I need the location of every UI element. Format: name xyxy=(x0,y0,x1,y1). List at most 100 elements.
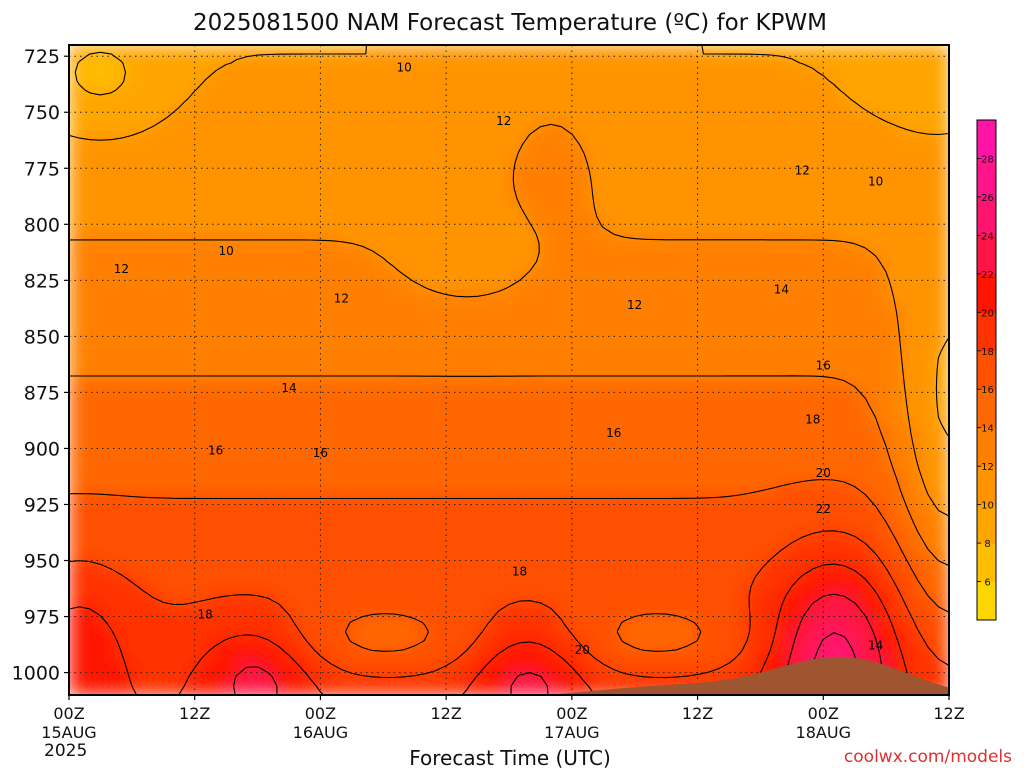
temperature-cell xyxy=(116,269,133,282)
temperature-cell xyxy=(131,515,149,528)
temperature-cell xyxy=(854,314,872,327)
temperature-cell xyxy=(383,403,400,416)
temperature-cell xyxy=(524,392,542,405)
temperature-cell xyxy=(776,101,793,114)
temperature-cell xyxy=(241,515,259,528)
temperature-cell xyxy=(320,650,338,663)
temperature-cell xyxy=(524,168,542,181)
temperature-cell xyxy=(461,549,479,562)
temperature-cell xyxy=(100,392,118,405)
temperature-cell xyxy=(163,392,180,405)
temperature-cell xyxy=(823,179,840,192)
temperature-cell xyxy=(666,213,683,226)
temperature-cell xyxy=(100,627,118,640)
temperature-cell xyxy=(367,672,385,685)
temperature-cell xyxy=(131,168,149,181)
temperature-cell xyxy=(603,45,620,58)
temperature-cell xyxy=(367,67,385,80)
temperature-cell xyxy=(807,426,825,439)
temperature-cell xyxy=(901,414,919,427)
temperature-cell xyxy=(854,302,872,315)
temperature-cell xyxy=(226,549,243,562)
temperature-cell xyxy=(493,549,510,562)
temperature-cell xyxy=(556,538,573,551)
temperature-cell xyxy=(603,157,620,170)
temperature-cell xyxy=(870,224,888,237)
temperature-cell xyxy=(131,549,149,562)
temperature-cell xyxy=(509,325,526,338)
temperature-cell xyxy=(713,594,730,607)
temperature-cell xyxy=(210,571,228,584)
temperature-cell xyxy=(839,347,856,360)
temperature-cell xyxy=(226,426,243,439)
temperature-cell xyxy=(697,526,715,540)
temperature-cell xyxy=(273,392,290,405)
temperature-cell xyxy=(163,291,180,304)
temperature-cell xyxy=(634,672,652,685)
temperature-cell xyxy=(791,314,809,327)
temperature-cell xyxy=(839,134,856,147)
temperature-cell xyxy=(69,538,86,551)
temperature-cell xyxy=(257,67,275,80)
temperature-cell xyxy=(147,269,165,282)
temperature-cell xyxy=(273,448,290,461)
temperature-cell xyxy=(116,235,133,248)
temperature-cell xyxy=(760,246,778,259)
temperature-cell xyxy=(477,549,495,562)
temperature-cell xyxy=(430,145,448,159)
temperature-cell xyxy=(776,381,793,394)
temperature-cell xyxy=(776,45,793,58)
temperature-cell xyxy=(807,246,825,259)
temperature-cell xyxy=(257,616,275,629)
temperature-cell xyxy=(461,190,479,203)
temperature-cell xyxy=(681,605,699,618)
temperature-cell xyxy=(84,302,102,315)
temperature-cell xyxy=(257,515,275,528)
y-tick-label: 825 xyxy=(24,270,60,292)
temperature-cell xyxy=(776,403,793,416)
temperature-cell xyxy=(587,56,605,69)
temperature-cell xyxy=(210,347,228,360)
temperature-cell xyxy=(179,549,196,562)
temperature-cell xyxy=(100,190,118,203)
temperature-cell xyxy=(210,257,228,271)
temperature-cell xyxy=(823,145,840,159)
temperature-cell xyxy=(587,538,605,551)
temperature-cell xyxy=(430,504,448,517)
temperature-cell xyxy=(257,269,275,282)
temperature-cell xyxy=(414,605,432,618)
temperature-cell xyxy=(84,493,102,506)
temperature-cell xyxy=(430,101,448,114)
temperature-cell xyxy=(697,213,715,226)
temperature-cell xyxy=(84,213,102,226)
temperature-cell xyxy=(163,112,180,125)
temperature-cell xyxy=(666,336,683,349)
credit-link[interactable]: coolwx.com/models xyxy=(844,747,1012,767)
temperature-cell xyxy=(870,314,888,327)
temperature-cell xyxy=(493,78,510,91)
temperature-cell xyxy=(854,414,872,427)
temperature-cell xyxy=(257,448,275,461)
temperature-cell xyxy=(509,224,526,237)
temperature-cell xyxy=(933,314,949,327)
temperature-cell xyxy=(430,560,448,573)
temperature-cell xyxy=(336,414,353,427)
temperature-cell xyxy=(650,257,668,271)
temperature-cell xyxy=(414,381,432,394)
temperature-cell xyxy=(289,538,306,551)
temperature-cell xyxy=(571,683,589,695)
temperature-cell xyxy=(744,291,762,304)
temperature-cell xyxy=(729,661,746,674)
temperature-cell xyxy=(289,112,306,125)
temperature-cell xyxy=(383,650,400,663)
temperature-cell xyxy=(289,560,306,573)
temperature-cell xyxy=(886,549,903,562)
temperature-cell xyxy=(414,302,432,315)
temperature-cell xyxy=(650,459,668,472)
temperature-cell xyxy=(807,381,825,394)
temperature-cell xyxy=(84,291,102,304)
temperature-cell xyxy=(241,145,259,159)
temperature-cell xyxy=(886,414,903,427)
temperature-cell xyxy=(461,582,479,596)
temperature-cell xyxy=(556,515,573,528)
